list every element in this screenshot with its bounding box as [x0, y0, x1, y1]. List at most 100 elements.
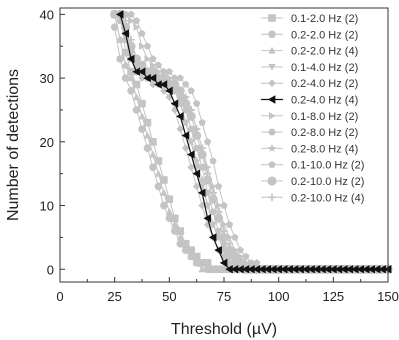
data-point [170, 86, 180, 95]
legend-item: 0.2-2.0 Hz (4) [261, 46, 358, 58]
data-point [209, 265, 217, 273]
data-point [220, 227, 228, 235]
data-point [208, 233, 217, 242]
series-6 [115, 10, 392, 274]
data-point [144, 55, 152, 63]
data-point [225, 220, 234, 228]
data-point [192, 252, 201, 261]
legend-label: 0.2-8.0 Hz (4) [291, 143, 358, 155]
data-point [230, 265, 239, 274]
data-point [203, 214, 211, 223]
legend-marker [268, 128, 276, 136]
data-point [307, 265, 315, 274]
data-point [176, 112, 184, 121]
data-point [296, 265, 304, 274]
legend-item: 0.1-2.0 Hz (2) [261, 13, 358, 25]
data-point [176, 74, 184, 82]
legend-marker [268, 14, 276, 22]
data-point [351, 265, 359, 274]
data-point [197, 188, 206, 197]
data-point [198, 118, 206, 126]
legend-label: 0.2-10.0 Hz (4) [291, 192, 364, 204]
data-point [133, 23, 141, 31]
legend-marker [268, 30, 276, 39]
data-point [127, 67, 135, 76]
data-point [329, 265, 337, 274]
data-point [242, 259, 250, 267]
legend-label: 0.2-2.0 Hz (4) [291, 46, 358, 58]
legend-label: 0.2-8.0 Hz (2) [291, 127, 358, 139]
data-point [263, 265, 272, 274]
data-point [171, 106, 179, 114]
data-point [274, 265, 283, 274]
data-point [219, 258, 228, 268]
y-tick-label: 0 [47, 262, 54, 277]
data-point [137, 67, 146, 76]
data-point [160, 67, 168, 75]
data-point [187, 125, 195, 133]
data-point [219, 245, 229, 254]
data-point [181, 246, 190, 254]
data-point [192, 144, 201, 152]
data-point [138, 29, 146, 37]
data-point [121, 61, 130, 70]
data-point [225, 258, 234, 267]
data-point [225, 265, 233, 274]
legend-label: 0.2-10.0 Hz (2) [291, 176, 364, 188]
data-point [154, 182, 163, 191]
data-point [138, 74, 146, 82]
data-point [181, 144, 190, 152]
data-point [175, 99, 185, 108]
legend: 0.1-2.0 Hz (2) 0.2-2.0 Hz (2) 0.2-2.0 Hz (… [261, 13, 364, 204]
legend-marker [268, 63, 276, 71]
data-point [165, 67, 173, 75]
data-point [149, 80, 157, 89]
data-point [253, 259, 261, 266]
data-point [269, 265, 277, 274]
data-point [121, 29, 129, 38]
data-point [149, 163, 157, 172]
data-point [176, 227, 185, 235]
data-point [236, 246, 245, 254]
data-point [154, 169, 163, 177]
data-point [203, 259, 212, 267]
data-point [116, 36, 124, 44]
data-point [148, 73, 157, 83]
data-point [176, 125, 185, 133]
data-point [115, 10, 124, 19]
legend-item: 0.2-4.0 Hz (4) [261, 95, 358, 107]
legend-item: 0.2-4.0 Hz (2) [261, 78, 358, 90]
data-point [165, 93, 174, 102]
x-axis-label: Threshold (µV) [171, 321, 277, 338]
data-point [132, 16, 141, 24]
data-point [138, 61, 146, 70]
x-tick-label: 75 [217, 289, 231, 304]
data-point [143, 144, 152, 152]
data-point [138, 99, 146, 108]
legend-marker [268, 112, 276, 120]
y-tick-label: 30 [40, 71, 54, 86]
data-point [198, 144, 206, 152]
legend-marker [267, 95, 276, 104]
data-point [187, 252, 195, 260]
data-point [334, 265, 343, 274]
legend-marker [268, 79, 276, 87]
data-point [361, 265, 370, 274]
data-point [192, 259, 201, 266]
data-point [301, 265, 310, 274]
data-point [143, 73, 151, 83]
data-point [225, 239, 234, 248]
data-point [187, 246, 195, 254]
legend-label: 0.1-8.0 Hz (2) [291, 111, 358, 123]
data-point [121, 74, 130, 82]
data-point [356, 265, 365, 274]
data-point [323, 265, 332, 274]
data-point [154, 80, 162, 89]
legend-marker [268, 193, 276, 202]
data-point [203, 200, 212, 210]
data-point [132, 93, 141, 101]
data-point [192, 182, 201, 191]
data-point [231, 252, 239, 261]
data-point [318, 265, 326, 274]
data-point [182, 80, 190, 88]
